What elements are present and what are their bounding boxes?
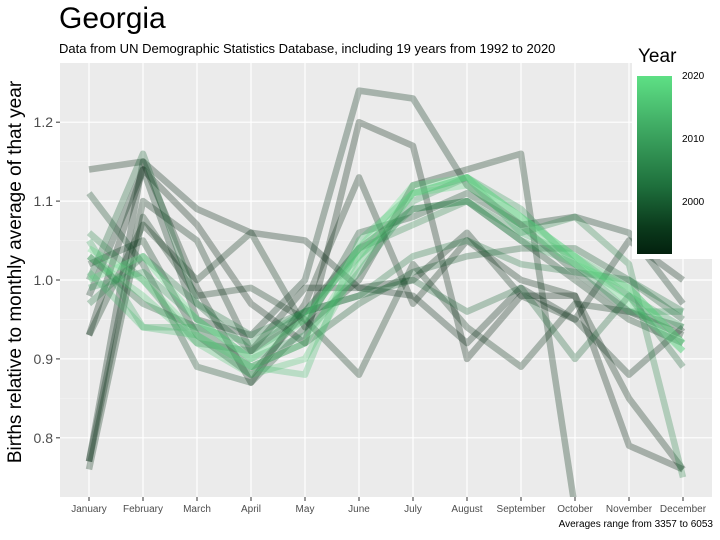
chart-subtitle: Data from UN Demographic Statistics Data… <box>59 41 556 56</box>
x-axis: January February March April May June July Augu… <box>71 497 707 515</box>
x-tick-label: August <box>451 504 482 515</box>
series-line-1996 <box>86 150 577 497</box>
series-line-2006 <box>86 150 686 369</box>
series-line-2019 <box>87 182 686 371</box>
series-line-1994 <box>88 158 686 472</box>
x-tick-label: April <box>241 504 261 515</box>
legend-title: Year <box>638 46 677 67</box>
y-axis: 0.8 0.9 1.0 1.1 1.2 <box>34 114 60 446</box>
chart-title: Georgia <box>59 2 166 35</box>
chart-caption: Averages range from 3357 to 6053 <box>558 519 713 530</box>
series-line-2020 <box>87 174 686 363</box>
legend-tick-label: 2000 <box>682 197 705 208</box>
y-tick-label: 1.0 <box>34 272 54 288</box>
x-tick-label: February <box>123 504 163 515</box>
y-tick-label: 1.1 <box>34 193 54 209</box>
series-line-2014 <box>86 197 685 347</box>
x-tick-label: November <box>606 504 653 515</box>
x-tick-label: January <box>71 504 107 515</box>
y-tick-label: 1.2 <box>34 114 54 130</box>
year-legend: Year 2020 2010 2000 <box>632 44 720 259</box>
series-line-2008 <box>86 237 685 339</box>
x-tick-label: October <box>557 504 593 515</box>
series-line-2004 <box>86 245 685 371</box>
series-line-1992 <box>85 118 685 473</box>
series-line-2000 <box>87 197 685 378</box>
series-line-2002 <box>86 189 684 386</box>
series-line-1993 <box>85 158 685 463</box>
x-tick-label: July <box>404 504 422 515</box>
x-tick-label: September <box>497 504 547 515</box>
series-line-2010 <box>86 197 687 479</box>
series-line-2012 <box>88 174 683 363</box>
x-tick-label: March <box>183 504 211 515</box>
series-line-1998 <box>85 213 685 471</box>
y-tick-label: 0.9 <box>34 351 54 367</box>
series-line-2017 <box>87 174 686 378</box>
legend-color-bar <box>637 76 672 254</box>
x-tick-label: June <box>348 504 370 515</box>
x-tick-label: May <box>296 504 315 515</box>
x-tick-label: December <box>660 504 707 515</box>
grid-lines <box>60 63 712 497</box>
series-line-2016 <box>86 174 686 378</box>
series-line-1995 <box>85 197 686 463</box>
legend-tick-label: 2020 <box>682 71 705 82</box>
y-tick-label: 0.8 <box>34 430 54 446</box>
series-line-1997 <box>86 87 686 339</box>
series-lines <box>85 87 687 497</box>
legend-tick-label: 2010 <box>682 134 705 145</box>
